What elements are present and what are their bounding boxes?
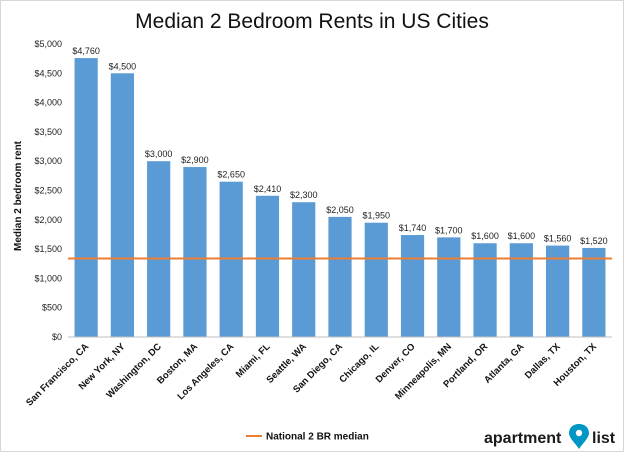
y-tick-label: $4,000 [34,98,62,108]
logo-text-right: list [592,430,616,447]
y-tick-label: $1,000 [34,273,62,283]
y-tick-label: $3,000 [34,156,62,166]
map-pin-hole [575,429,583,437]
bar [74,58,98,338]
legend-label: National 2 BR median [266,432,369,443]
data-label: $1,740 [399,223,427,233]
data-label: $1,950 [363,211,391,221]
y-tick-label: $1,500 [34,244,62,254]
bar [147,161,171,337]
y-tick-label: $4,500 [34,68,62,78]
bar [582,247,606,337]
y-tick-label: $5,000 [34,39,62,49]
map-pin-shape [569,424,589,449]
bar [364,222,388,337]
y-axis-label: Median 2 bedroom rent [13,140,24,251]
logo-text-left: apartment [484,430,562,447]
data-label: $4,500 [109,61,137,71]
category-label: San Francisco, CA [24,341,91,408]
bar [400,235,425,337]
y-tick-label: $3,500 [34,127,62,137]
data-label: $2,650 [217,170,245,180]
bar [545,245,570,337]
data-label: $4,760 [72,46,100,56]
y-tick-label: $2,500 [34,186,62,196]
data-label: $1,560 [544,234,572,244]
y-tick-label: $500 [42,303,62,313]
bar-series [74,58,606,338]
bar [437,237,461,337]
data-label: $1,600 [471,231,499,241]
data-label: $1,700 [435,225,463,235]
data-label: $3,000 [145,149,173,159]
bar [509,243,533,337]
apartment-list-logo: apartment list [484,424,616,449]
bar [292,202,316,337]
bar [110,73,135,338]
data-label: $2,300 [290,190,318,200]
data-label: $2,410 [254,184,282,194]
y-tick-label: $2,000 [34,215,62,225]
bar [255,195,280,337]
y-tick-label: $0 [52,332,62,342]
data-label: $1,520 [580,236,608,246]
data-label: $1,600 [508,231,536,241]
data-labels: $4,760 $4,500 $3,000 $2,900 $2,650 $2,410 $2,3… [72,46,607,246]
bar [328,216,352,337]
chart-title: Median 2 Bedroom Rents in US Cities [135,10,489,33]
legend: National 2 BR median [246,432,369,443]
data-label: $2,900 [181,155,209,165]
data-label: $2,050 [326,205,354,215]
bar [183,167,207,337]
bar [473,243,497,337]
y-axis-ticks: $0 $500 $1,000 $1,500 $2,000 $2,500 $3,000 $3,5… [34,39,62,342]
map-pin-icon [569,424,589,449]
